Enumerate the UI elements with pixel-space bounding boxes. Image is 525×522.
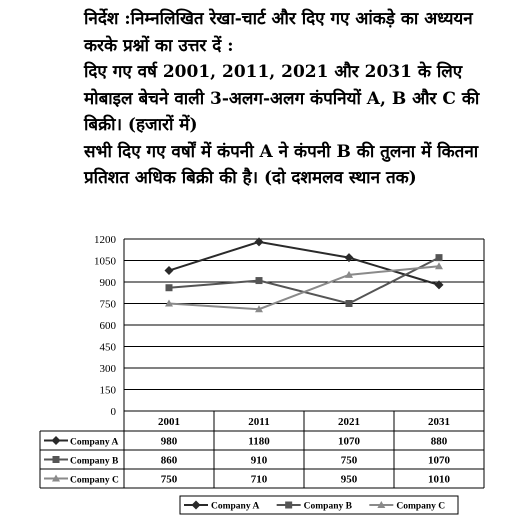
context-text: दिए गए वर्ष 2001, 2011, 2021 और 2031 के … — [84, 62, 480, 135]
table-row-label: Company B — [70, 457, 119, 467]
data-label: 750 — [341, 455, 358, 467]
data-label: 980 — [161, 436, 178, 448]
data-label: 1180 — [248, 436, 270, 448]
data-point-marker — [345, 300, 353, 307]
data-label: 880 — [431, 436, 448, 448]
legend-box — [179, 495, 459, 515]
x-tick-label: 2021 — [338, 416, 360, 428]
question-prompt: सभी दिए गए वर्षों में कंपनी A ने कंपनी B… — [84, 141, 479, 189]
data-point-marker — [254, 237, 264, 247]
data-point-marker — [165, 284, 173, 292]
data-point-marker — [435, 262, 443, 270]
data-point-marker — [434, 280, 444, 290]
y-tick-label: 300 — [100, 363, 117, 375]
data-point-marker — [344, 253, 354, 263]
x-tick-label: 2031 — [428, 416, 450, 428]
y-tick-label: 1200 — [94, 234, 117, 246]
data-point-marker — [52, 474, 60, 482]
data-point-marker — [51, 436, 61, 445]
data-label: 950 — [341, 474, 358, 486]
data-table: 2001 2011 2021 2031 Company A 980 1180 1070 880 C… — [39, 410, 485, 489]
data-point-marker — [52, 456, 60, 463]
data-point-marker — [191, 500, 201, 510]
y-tick-label: 150 — [100, 385, 117, 397]
data-label: 710 — [251, 474, 268, 486]
data-label: 750 — [161, 474, 178, 486]
data-point-marker — [255, 305, 263, 313]
data-label: 1070 — [338, 436, 361, 448]
grid-lines — [123, 238, 485, 412]
series-lines — [164, 237, 444, 313]
legend: Company A Company B Company C — [179, 495, 459, 515]
series-line-1 — [168, 256, 440, 305]
y-tick-label: 450 — [100, 342, 117, 354]
data-label: 1010 — [428, 474, 451, 486]
direction-text: निर्देश :निम्नलिखित रेखा-चार्ट और दिए गए… — [84, 9, 473, 56]
data-label: 860 — [161, 455, 178, 467]
x-tick-label: 2011 — [248, 416, 269, 428]
data-point-marker — [285, 501, 293, 509]
data-point-marker — [377, 501, 386, 508]
y-tick-label: 750 — [100, 299, 117, 311]
y-tick-label: 1050 — [94, 256, 117, 268]
legend-entry: Company B — [304, 502, 353, 512]
data-label: 1070 — [428, 455, 451, 467]
x-tick-label: 2001 — [158, 416, 180, 428]
legend-entry: Company C — [396, 502, 445, 512]
y-axis-tick-labels: 0 150 300 450 600 750 900 1050 1200 — [94, 234, 117, 418]
series-line-2 — [168, 265, 440, 311]
data-point-marker — [345, 270, 353, 278]
data-point-marker — [435, 254, 443, 262]
legend-entry: Company A — [211, 502, 259, 512]
data-point-marker — [164, 266, 174, 276]
table-row-label: Company C — [70, 476, 119, 486]
y-tick-label: 600 — [100, 320, 117, 332]
line-chart: 0 150 300 450 600 750 900 1050 1200 2001 2011 2021… — [39, 234, 485, 515]
data-label: 910 — [251, 455, 268, 467]
table-row-label: Company A — [70, 438, 118, 448]
data-point-marker — [165, 299, 173, 307]
data-point-marker — [255, 277, 263, 285]
question-text: निर्देश :निम्नलिखित रेखा-चार्ट और दिए गए… — [84, 6, 504, 192]
y-tick-label: 900 — [100, 277, 117, 289]
y-tick-label: 0 — [111, 406, 117, 418]
